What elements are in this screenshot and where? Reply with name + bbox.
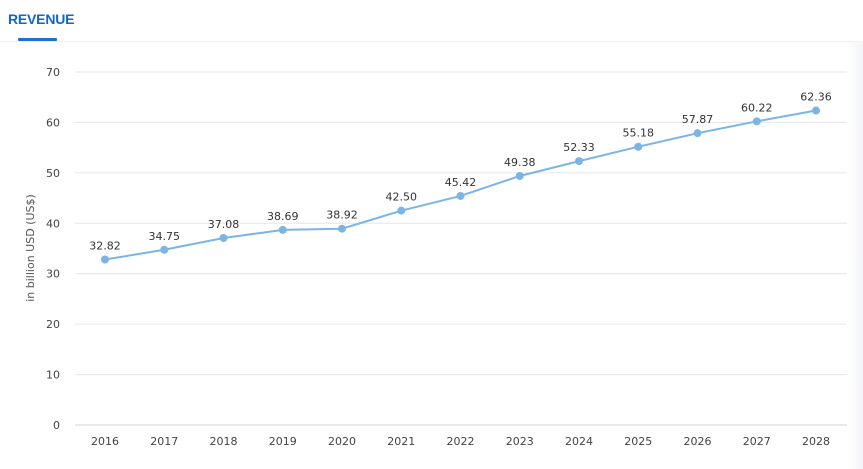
tab-revenue-label: REVENUE <box>8 11 75 27</box>
x-tick-label: 2027 <box>743 435 771 448</box>
x-tick-label: 2016 <box>91 435 119 448</box>
data-point[interactable] <box>634 142 643 151</box>
y-tick-label: 60 <box>46 116 60 129</box>
data-point[interactable] <box>515 171 524 180</box>
tab-bar: REVENUE <box>0 0 863 42</box>
y-tick-label: 10 <box>46 369 60 382</box>
y-tick-label: 30 <box>46 268 60 281</box>
data-label: 49.38 <box>504 156 536 169</box>
x-tick-label: 2018 <box>210 435 238 448</box>
data-label: 37.08 <box>208 218 240 231</box>
data-point[interactable] <box>219 234 228 243</box>
data-point[interactable] <box>693 129 702 138</box>
data-label: 60.22 <box>741 101 773 114</box>
y-axis-label: in billion USD (US$) <box>24 194 37 302</box>
tab-revenue[interactable]: REVENUE <box>0 0 76 41</box>
x-tick-label: 2021 <box>387 435 415 448</box>
data-label: 32.82 <box>89 239 121 252</box>
y-tick-label: 70 <box>46 66 60 79</box>
data-label: 42.50 <box>386 191 418 204</box>
x-tick-label: 2019 <box>269 435 297 448</box>
data-point[interactable] <box>397 206 406 215</box>
data-point[interactable] <box>752 117 761 126</box>
series-revenue: 32.82 34.75 37.08 38.69 38.92 42.50 45.42 49.38… <box>89 91 832 264</box>
data-point[interactable] <box>575 157 583 166</box>
data-point[interactable] <box>278 225 287 234</box>
scroll-fade <box>847 41 863 469</box>
data-label: 34.75 <box>149 230 181 243</box>
x-tick-label: 2020 <box>328 435 356 448</box>
data-point[interactable] <box>456 191 465 200</box>
y-tick-label: 20 <box>46 318 60 331</box>
data-point[interactable] <box>101 255 109 264</box>
data-label: 45.42 <box>445 176 477 189</box>
x-axis: 2016 2017 2018 2019 2020 2021 2022 2023 2024 2025… <box>91 435 830 448</box>
active-tab-indicator <box>18 38 57 41</box>
data-label: 57.87 <box>682 113 714 126</box>
grid-lines <box>75 71 847 426</box>
y-tick-label: 50 <box>46 167 60 180</box>
y-axis-ticks: 0 10 20 30 40 50 60 70 <box>46 66 60 432</box>
y-tick-label: 40 <box>46 217 60 230</box>
y-tick-label: 0 <box>53 419 60 432</box>
x-tick-label: 2023 <box>506 435 534 448</box>
x-tick-label: 2025 <box>624 435 652 448</box>
data-point[interactable] <box>812 106 820 115</box>
x-tick-label: 2022 <box>447 435 475 448</box>
data-label: 38.92 <box>326 209 358 222</box>
data-label: 62.36 <box>800 91 832 104</box>
x-tick-label: 2017 <box>150 435 178 448</box>
data-point[interactable] <box>160 245 169 254</box>
x-tick-label: 2024 <box>565 435 593 448</box>
x-tick-label: 2026 <box>684 435 712 448</box>
x-tick-label: 2028 <box>802 435 830 448</box>
data-label: 52.33 <box>563 141 595 154</box>
data-label: 38.69 <box>267 210 299 223</box>
data-label: 55.18 <box>623 127 655 140</box>
data-point[interactable] <box>338 224 346 233</box>
